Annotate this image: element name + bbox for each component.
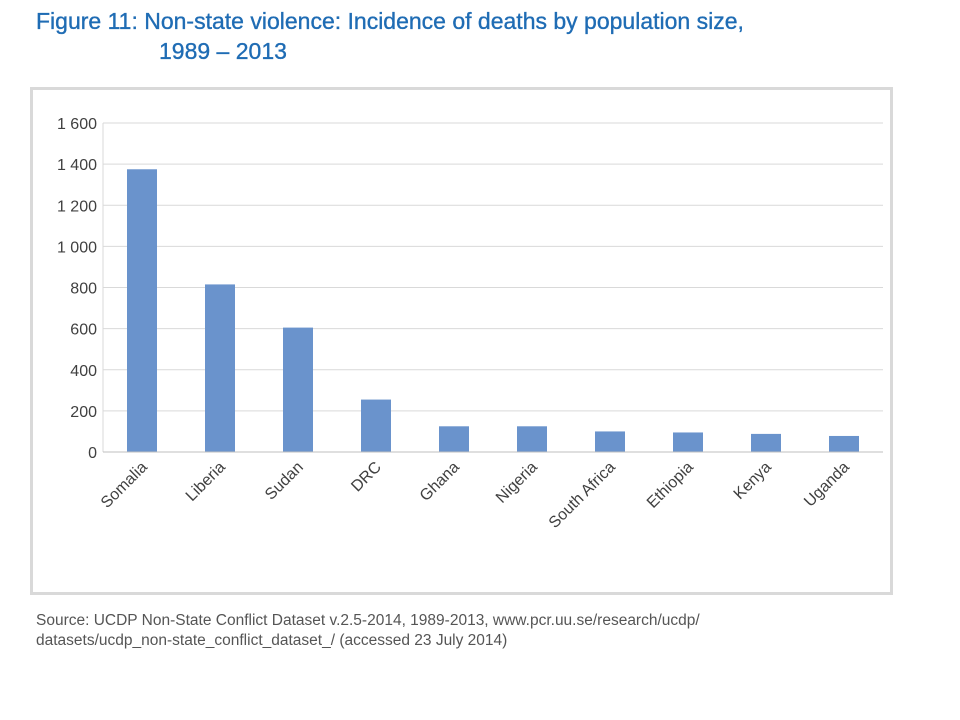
y-tick-label: 600 — [70, 322, 97, 339]
y-axis-tick-labels: 0 200 400 600 800 1 000 1 200 1 400 1 600 — [57, 116, 97, 462]
source-line-1: Source: UCDP Non-State Conflict Dataset … — [36, 612, 700, 629]
y-tick-label: 400 — [70, 363, 97, 380]
y-tick-label: 1 200 — [57, 198, 97, 215]
x-tick-label: Sudan — [262, 459, 307, 504]
bar-uganda — [829, 435, 859, 452]
bar-ghana — [439, 426, 469, 452]
bar-drc — [361, 399, 391, 452]
x-tick-label: Liberia — [183, 459, 229, 505]
bar-nigeria — [517, 426, 547, 452]
bar-ethiopia — [673, 432, 703, 452]
x-tick-label: Ethiopia — [644, 459, 697, 512]
bars — [127, 169, 859, 452]
bar-kenya — [751, 433, 781, 452]
x-tick-label: Nigeria — [493, 459, 541, 507]
figure-title-line-1: Figure 11: Non-state violence: Incidence… — [36, 8, 744, 34]
x-tick-label: Uganda — [801, 459, 853, 511]
source-line-2: datasets/ucdp_non-state_conflict_dataset… — [36, 632, 508, 649]
y-tick-label: 0 — [88, 445, 97, 462]
bar-liberia — [205, 284, 235, 452]
bar-somalia — [127, 169, 157, 452]
y-tick-label: 1 600 — [57, 116, 97, 133]
y-tick-label: 1 000 — [57, 239, 97, 256]
x-tick-label: Somalia — [98, 459, 151, 512]
x-tick-label: DRC — [348, 459, 385, 496]
bar-south-africa — [595, 431, 625, 452]
y-tick-label: 200 — [70, 404, 97, 421]
figure-title: Figure 11: Non-state violence: Incidence… — [36, 6, 916, 66]
x-tick-label: South Africa — [546, 459, 619, 532]
x-tick-label: Ghana — [417, 459, 463, 505]
x-axis-category-labels: Somalia Liberia Sudan DRC Ghana Nigeria South … — [98, 459, 853, 532]
chart-frame — [30, 87, 893, 595]
figure-title-line-2: 1989 – 2013 — [159, 38, 287, 64]
y-tick-label: 1 400 — [57, 157, 97, 174]
bar-sudan — [283, 327, 313, 452]
x-tick-label: Kenya — [731, 459, 775, 503]
y-tick-label: 800 — [70, 281, 97, 298]
source-note: Source: UCDP Non-State Conflict Dataset … — [36, 611, 916, 651]
